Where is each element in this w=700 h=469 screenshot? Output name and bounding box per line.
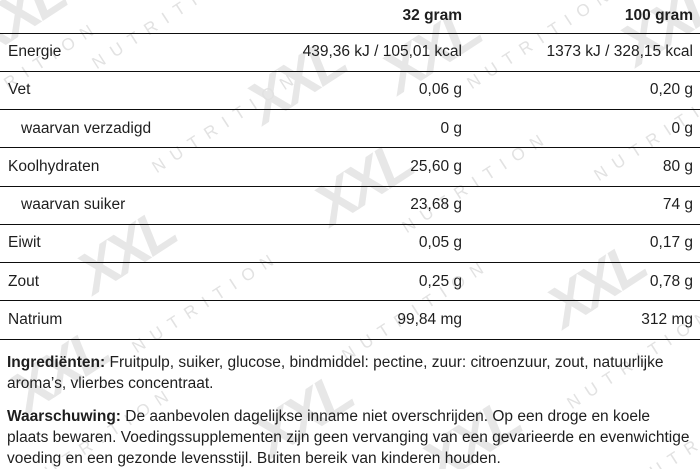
ingredients-label: Ingrediënten:: [7, 353, 106, 371]
table-row-eiwit: Eiwit 0,05 g 0,17 g: [0, 225, 700, 263]
row-value-32g: 99,84 mg: [397, 310, 462, 328]
table-row-waarvan-verzadigd: waarvan verzadigd 0 g 0 g: [0, 110, 700, 149]
row-value-100g: 0,78 g: [649, 272, 693, 290]
warning-text: De aanbevolen dagelijkse inname niet ove…: [7, 407, 690, 467]
row-value-32g: 0,06 g: [418, 81, 462, 99]
row-label: waarvan suiker: [21, 196, 126, 214]
ingredients-text: Fruitpulp, suiker, glucose, bindmiddel: …: [7, 353, 664, 392]
row-value-32g: 0 g: [440, 119, 462, 137]
row-label: Koolhydraten: [8, 157, 100, 175]
column-header-32-gram: 32 gram: [402, 7, 462, 25]
row-value-100g: 0,20 g: [649, 81, 693, 99]
row-label: Vet: [8, 81, 31, 99]
warning-label: Waarschuwing:: [7, 407, 121, 425]
column-header-100-gram: 100 gram: [624, 7, 693, 25]
row-value-32g: 0,25 g: [418, 272, 462, 290]
table-row-zout: Zout 0,25 g 0,78 g: [0, 263, 700, 302]
row-value-100g: 1373 kJ / 328,15 kcal: [546, 43, 694, 61]
warning-paragraph: Waarschuwing: De aanbevolen dagelijkse i…: [7, 406, 693, 469]
row-value-32g: 23,68 g: [410, 196, 462, 214]
row-label: waarvan verzadigd: [21, 119, 152, 137]
table-row-waarvan-suiker: waarvan suiker 23,68 g 74 g: [0, 187, 700, 225]
table-row-vet: Vet 0,06 g 0,20 g: [0, 72, 700, 110]
row-value-100g: 312 mg: [641, 310, 693, 328]
nutrition-table: 32 gram 100 gram Energie 439,36 kJ / 105…: [0, 0, 700, 340]
row-value-100g: 0,17 g: [649, 234, 693, 252]
table-row-natrium: Natrium 99,84 mg 312 mg: [0, 301, 700, 340]
row-label: Eiwit: [8, 234, 41, 252]
row-value-100g: 74 g: [662, 196, 693, 214]
row-value-32g: 25,60 g: [410, 157, 462, 175]
table-row-koolhydraten: Koolhydraten 25,60 g 80 g: [0, 148, 700, 187]
row-value-32g: 0,05 g: [418, 234, 462, 252]
row-value-32g: 439,36 kJ / 105,01 kcal: [302, 43, 462, 61]
row-value-100g: 0 g: [671, 119, 693, 137]
row-label: Energie: [8, 43, 62, 61]
ingredients-paragraph: Ingrediënten: Fruitpulp, suiker, glucose…: [7, 352, 693, 394]
table-row-energie: Energie 439,36 kJ / 105,01 kcal 1373 kJ …: [0, 34, 700, 72]
table-header-row: 32 gram 100 gram: [0, 0, 700, 34]
row-value-100g: 80 g: [662, 157, 693, 175]
row-label: Zout: [8, 272, 40, 290]
row-label: Natrium: [8, 310, 63, 328]
